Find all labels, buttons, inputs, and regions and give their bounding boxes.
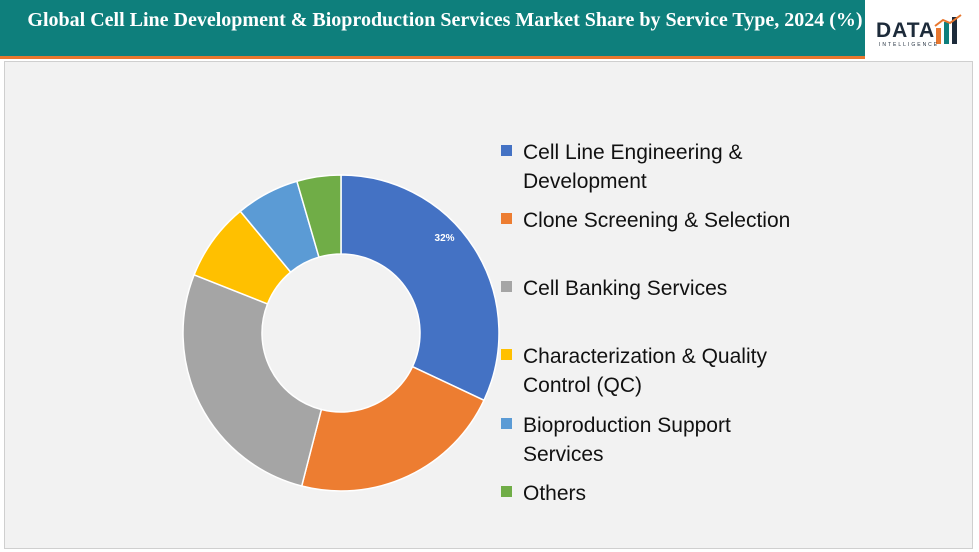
legend-swatch [501, 418, 512, 429]
chart-title: Global Cell Line Development & Bioproduc… [27, 9, 863, 31]
chart-area: 32% [4, 61, 973, 549]
donut-slice-0 [340, 174, 500, 402]
legend-item-3: Characterization & Quality Control (QC) [501, 342, 813, 400]
legend-label: Cell Banking Services [523, 277, 728, 300]
logo-wordmark: DATA [876, 19, 936, 42]
bar-chart-icon [934, 14, 962, 44]
donut-slice-5 [295, 174, 342, 259]
legend-swatch [501, 486, 512, 497]
legend-label: Others [523, 482, 587, 505]
legend-label: Cell Line Engineering & Development [523, 141, 743, 193]
legend-swatch [501, 213, 512, 224]
brand-logo: DATA INTELLIGENCE [866, 0, 979, 58]
legend-item-1: Clone Screening & Selection [501, 206, 813, 235]
legend-label: Characterization & Quality Control (QC) [523, 345, 767, 397]
logo-subtitle: INTELLIGENCE [879, 42, 940, 48]
legend-swatch [501, 349, 512, 360]
header-bar: Global Cell Line Development & Bioproduc… [0, 0, 865, 59]
legend-swatch [501, 281, 512, 292]
legend-label: Bioproduction Support Services [523, 414, 731, 466]
donut-chart: 32% [182, 174, 500, 492]
legend-item-2: Cell Banking Services [501, 274, 813, 303]
data-label-0: 32% [435, 233, 455, 244]
legend-item-5: Others [501, 479, 813, 508]
donut-slice-1 [300, 365, 485, 492]
legend-item-4: Bioproduction Support Services [501, 411, 813, 469]
legend-item-0: Cell Line Engineering & Development [501, 138, 813, 196]
legend-swatch [501, 145, 512, 156]
donut-slice-2 [182, 273, 323, 487]
legend-label: Clone Screening & Selection [523, 209, 791, 232]
